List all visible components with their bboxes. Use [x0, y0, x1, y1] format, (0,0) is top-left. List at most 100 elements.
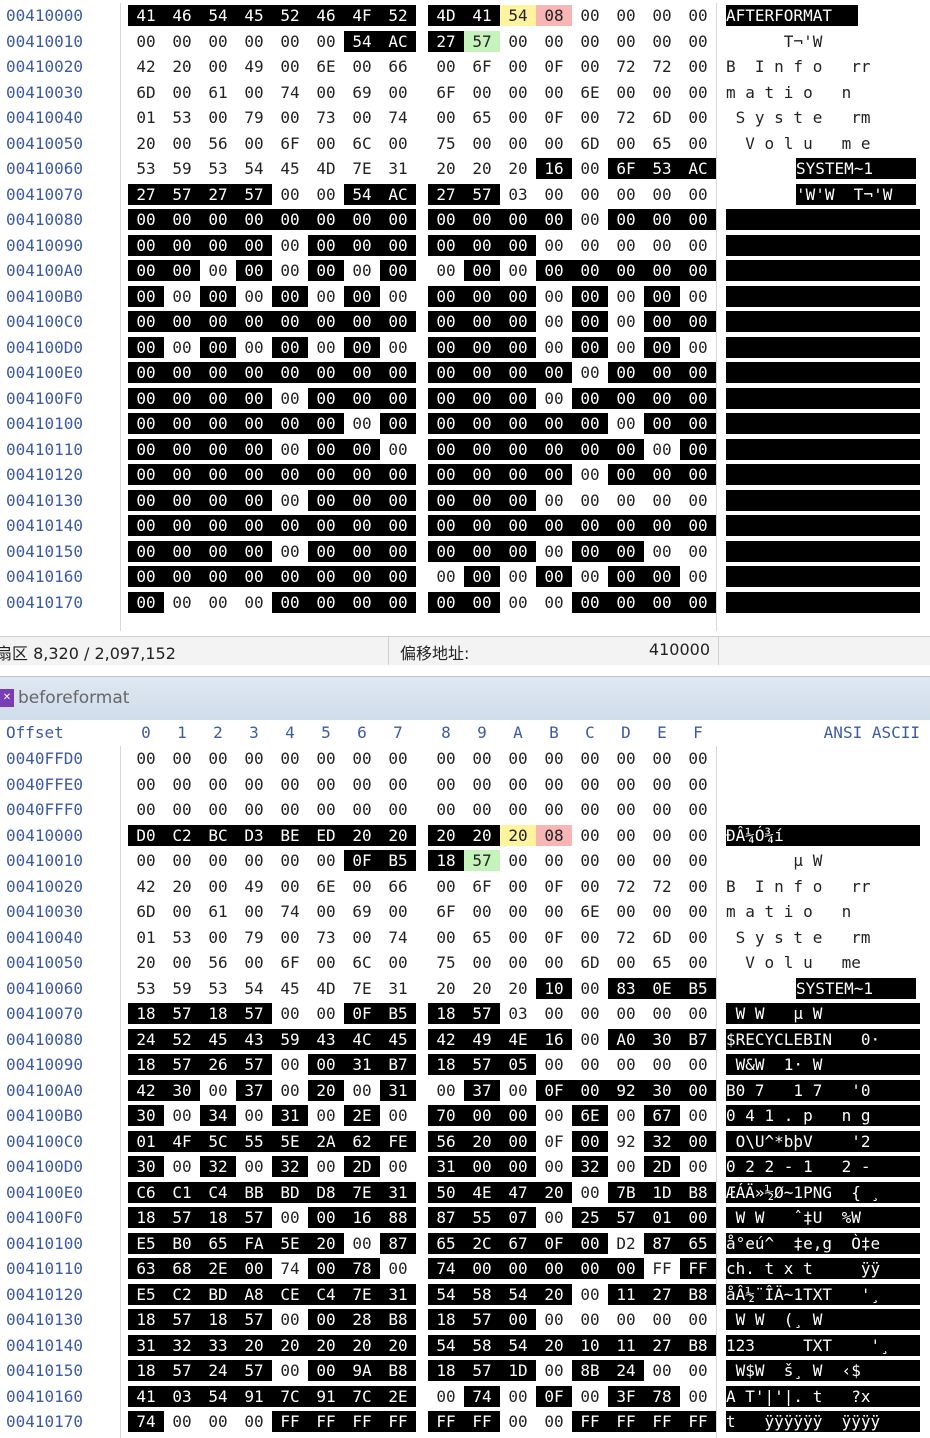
hex-byte[interactable]: 00	[680, 438, 716, 460]
hex-byte[interactable]: 00	[688, 1386, 708, 1406]
hex-byte[interactable]: 00	[688, 133, 708, 153]
hex-byte[interactable]: 8B	[572, 1360, 608, 1381]
hex-byte[interactable]: 6D	[136, 902, 156, 921]
hex-byte[interactable]: 32	[572, 1156, 608, 1177]
hex-byte[interactable]: 2D	[344, 1156, 380, 1177]
hex-byte[interactable]: 20	[428, 824, 464, 846]
hex-byte[interactable]: 00	[500, 285, 536, 307]
hex-byte[interactable]: 1D	[500, 1360, 536, 1381]
hex-byte[interactable]: 00	[680, 362, 716, 383]
hex-byte[interactable]: 54	[428, 1334, 464, 1356]
hex-byte[interactable]: 0F	[344, 850, 380, 871]
hex-byte[interactable]: 24	[200, 1360, 236, 1381]
hex-byte[interactable]: 65	[472, 108, 492, 127]
hex-byte[interactable]: 00	[236, 1258, 272, 1279]
hex-byte[interactable]: 00	[272, 591, 308, 613]
hex-byte[interactable]: 00	[280, 184, 300, 204]
hex-byte[interactable]: 00	[544, 851, 564, 870]
hex-byte[interactable]: 74	[128, 1411, 164, 1432]
hex-byte[interactable]: 00	[316, 1004, 336, 1023]
hex-byte[interactable]: 00	[608, 515, 644, 536]
hex-byte[interactable]: 00	[128, 515, 164, 536]
hex-byte[interactable]: 00	[388, 774, 408, 794]
hex-byte[interactable]: 78	[344, 1258, 380, 1279]
hex-byte[interactable]: 57	[236, 1054, 272, 1075]
hex-byte[interactable]: 58	[464, 1283, 500, 1305]
hex-byte[interactable]: 6E	[580, 902, 600, 921]
hex-byte[interactable]: 00	[316, 337, 336, 357]
hex-byte[interactable]: 20	[464, 824, 500, 846]
hex-byte[interactable]: 73	[316, 108, 336, 127]
hex-byte[interactable]: 00	[244, 337, 264, 357]
hex-byte[interactable]: 4F	[344, 5, 380, 26]
hex-byte[interactable]: 00	[280, 261, 300, 280]
hex-byte[interactable]: 00	[308, 311, 344, 332]
hex-byte[interactable]: 00	[308, 540, 344, 562]
hex-byte[interactable]: 47	[500, 1181, 536, 1203]
hex-byte[interactable]: 00	[608, 362, 644, 383]
hex-byte[interactable]: 00	[272, 362, 308, 383]
hex-byte[interactable]: 00	[280, 1080, 300, 1100]
hex-byte[interactable]: 00	[616, 6, 636, 25]
hex-byte[interactable]: 00	[616, 953, 636, 972]
hex-byte[interactable]: 00	[688, 1157, 708, 1176]
hex-byte[interactable]: 00	[236, 234, 272, 256]
hex-byte[interactable]: 00	[580, 1310, 600, 1329]
hex-byte[interactable]: 6F	[472, 57, 492, 76]
hex-byte[interactable]: 00	[352, 57, 372, 76]
hex-byte[interactable]: 70	[428, 1105, 464, 1126]
hex-byte[interactable]: 00	[464, 515, 500, 536]
hex-byte[interactable]: 00	[316, 31, 336, 51]
hex-byte[interactable]: 00	[128, 438, 164, 460]
hex-byte[interactable]: 00	[380, 464, 416, 485]
hex-byte[interactable]: 00	[572, 285, 608, 307]
hex-byte[interactable]: 00	[644, 336, 680, 358]
hex-byte[interactable]: 00	[244, 31, 264, 51]
hex-byte[interactable]: B5	[380, 850, 416, 871]
hex-byte[interactable]: BD	[200, 1283, 236, 1305]
hex-byte[interactable]: 00	[308, 1207, 344, 1228]
hex-byte[interactable]: 42	[136, 876, 156, 896]
hex-byte[interactable]: 0F	[344, 1003, 380, 1024]
hex-byte[interactable]: 00	[172, 31, 192, 51]
ascii-text[interactable]: å°eú^ ‡e,g Ò‡e	[726, 1232, 920, 1254]
hex-byte[interactable]: 11	[608, 1283, 644, 1305]
hex-byte[interactable]: 72	[652, 876, 672, 896]
hex-byte[interactable]: 31	[380, 1181, 416, 1203]
hex-byte[interactable]: 25	[572, 1207, 608, 1228]
hex-byte[interactable]: 00	[464, 566, 500, 587]
hex-byte[interactable]: 00	[652, 800, 672, 819]
hex-byte[interactable]: 00	[464, 209, 500, 230]
hex-byte[interactable]: AC	[380, 30, 416, 52]
hex-byte[interactable]: 00	[616, 1157, 636, 1176]
hex-byte[interactable]: 92	[616, 1131, 636, 1151]
hex-byte[interactable]: 53	[208, 978, 228, 998]
hex-byte[interactable]: 00	[508, 1386, 528, 1406]
hex-byte[interactable]: 6D	[580, 133, 600, 153]
hex-byte[interactable]: 00	[136, 774, 156, 794]
hex-byte[interactable]: 00	[272, 311, 308, 332]
hex-byte[interactable]: 00	[680, 387, 716, 409]
hex-byte[interactable]: 00	[436, 749, 456, 768]
hex-byte[interactable]: 65	[680, 1232, 716, 1254]
ascii-text[interactable]	[726, 209, 920, 230]
hex-byte[interactable]: B5	[380, 1003, 416, 1024]
hex-byte[interactable]: 00	[352, 774, 372, 794]
hex-byte[interactable]: 2D	[644, 1156, 680, 1177]
hex-byte[interactable]: 00	[608, 566, 644, 587]
hex-byte[interactable]: 00	[388, 1259, 408, 1278]
hex-byte[interactable]: FF	[272, 1411, 308, 1432]
hex-byte[interactable]: 00	[688, 825, 708, 845]
hex-byte[interactable]: 00	[172, 337, 192, 357]
hex-byte[interactable]: 00	[616, 490, 636, 510]
hex-byte[interactable]: 00	[688, 6, 708, 25]
hex-byte[interactable]: 00	[544, 1106, 564, 1125]
hex-byte[interactable]: BC	[200, 824, 236, 846]
hex-byte[interactable]: 00	[316, 286, 336, 306]
hex-byte[interactable]: 00	[580, 1029, 600, 1049]
hex-byte[interactable]: 57	[608, 1207, 644, 1228]
hex-byte[interactable]: 00	[580, 210, 600, 229]
hex-byte[interactable]: 00	[128, 209, 164, 230]
ascii-text[interactable]	[726, 234, 920, 256]
hex-byte[interactable]: 50	[428, 1181, 464, 1203]
